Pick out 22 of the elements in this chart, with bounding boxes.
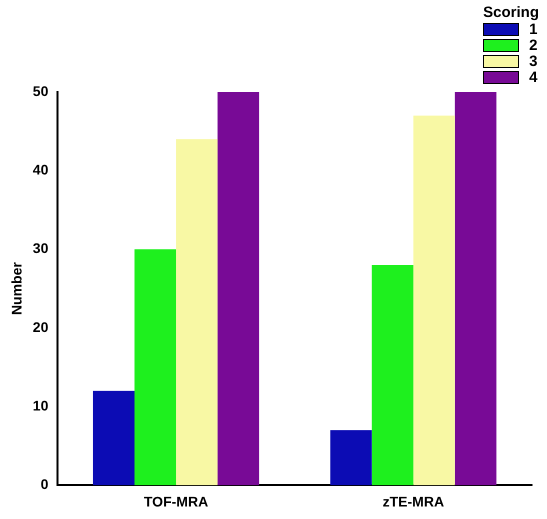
bar: [372, 265, 414, 486]
legend-label: 4: [529, 68, 538, 86]
x-tick-label: zTE-MRA: [382, 493, 444, 510]
y-tick-label: 0: [40, 476, 49, 492]
bar: [176, 139, 218, 486]
bar: [92, 390, 134, 486]
bar: [134, 249, 176, 486]
bar: [413, 116, 455, 486]
legend-label: 1: [529, 20, 538, 38]
y-tick-label: 30: [32, 240, 49, 256]
y-tick-label: 40: [32, 162, 49, 178]
bar: [454, 92, 496, 486]
legend-label: 2: [529, 36, 538, 54]
x-tick-label: TOF-MRA: [144, 493, 208, 510]
y-axis-title: Number: [8, 262, 24, 316]
bar: [218, 92, 260, 486]
y-tick-label: 50: [32, 82, 49, 99]
y-tick-label: 20: [32, 318, 49, 335]
y-tick-label: 10: [32, 397, 49, 414]
legend-label: 3: [529, 52, 538, 70]
legend-title: Scoring: [483, 4, 539, 21]
bar: [330, 430, 372, 486]
